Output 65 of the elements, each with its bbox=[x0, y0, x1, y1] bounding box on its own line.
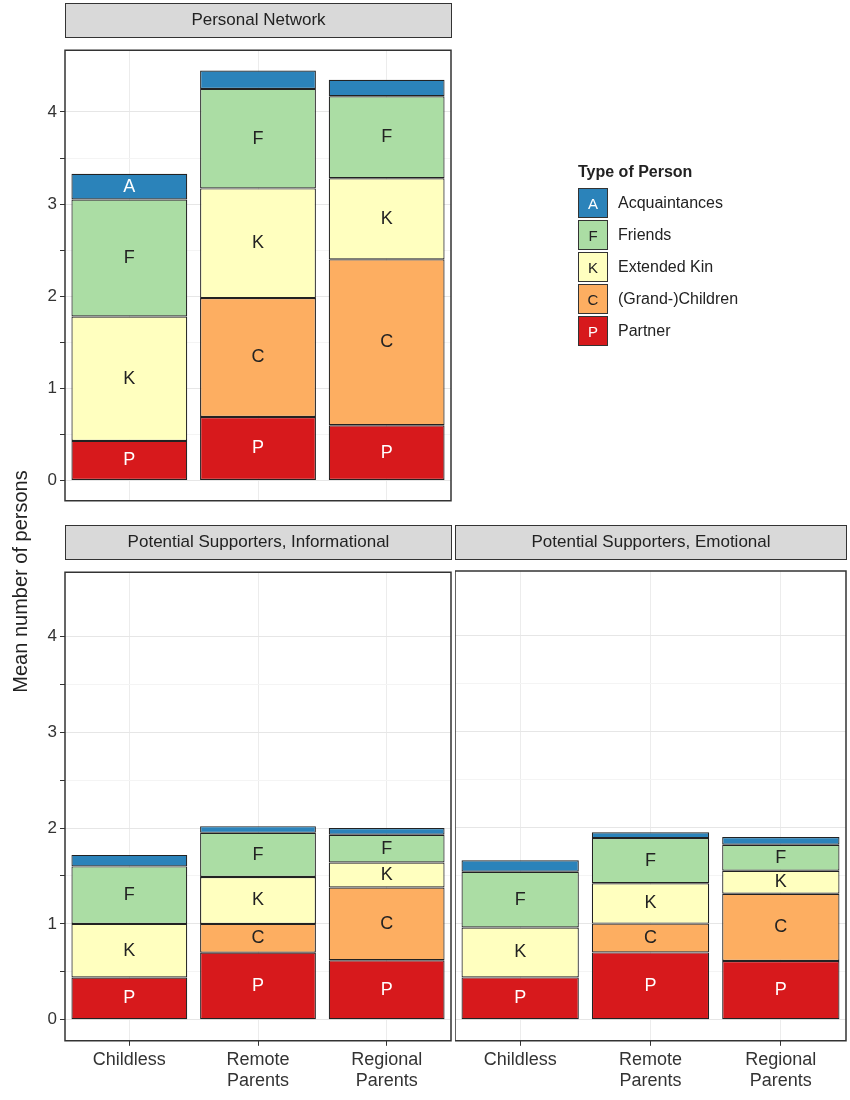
legend-title: Type of Person bbox=[578, 163, 694, 181]
text: C bbox=[587, 290, 599, 308]
data-label: C bbox=[251, 927, 265, 948]
data-label: F bbox=[645, 849, 656, 870]
x-tick-label: Childless bbox=[483, 1048, 557, 1069]
data-label: K bbox=[251, 232, 265, 253]
legend-label: Acquaintances bbox=[618, 194, 723, 212]
data-label: C bbox=[251, 346, 265, 367]
data-label: K bbox=[774, 871, 787, 892]
data-label: P bbox=[123, 987, 136, 1008]
y-tick-label: 2 bbox=[47, 285, 57, 305]
data-label: F bbox=[252, 127, 264, 148]
data-label: A bbox=[123, 175, 136, 196]
data-label: C bbox=[774, 916, 788, 937]
data-label: F bbox=[252, 843, 264, 864]
y-tick-label: 3 bbox=[47, 193, 57, 213]
data-label: C bbox=[380, 912, 394, 933]
y-tick-label: 3 bbox=[47, 721, 57, 741]
legend-label: Partner bbox=[618, 322, 671, 340]
data-label: K bbox=[380, 207, 393, 228]
data-label: K bbox=[380, 863, 393, 884]
data-label: K bbox=[123, 939, 136, 960]
chart-title: Potential Supporters, Emotional bbox=[455, 525, 847, 560]
legend-label: Friends bbox=[618, 226, 672, 244]
data-label: P bbox=[774, 979, 787, 1000]
text: K bbox=[587, 258, 598, 276]
text: P bbox=[587, 322, 598, 340]
chart-title: Personal Network bbox=[65, 3, 452, 38]
legend-label: Extended Kin bbox=[618, 258, 714, 276]
y-tick-label: 4 bbox=[47, 626, 57, 646]
data-label: P bbox=[380, 978, 393, 999]
data-label: P bbox=[380, 441, 393, 462]
data-label: P bbox=[644, 974, 657, 995]
data-label: P bbox=[251, 974, 265, 995]
x-tick-label: Regional Parents bbox=[351, 1048, 423, 1091]
data-label: C bbox=[380, 331, 394, 352]
x-tick-label: Childless bbox=[92, 1048, 166, 1069]
y-axis-title: Mean number of persons bbox=[8, 469, 32, 695]
data-label: P bbox=[123, 449, 136, 470]
data-label: F bbox=[775, 846, 787, 867]
data-label: P bbox=[514, 987, 527, 1008]
x-tick-label: Remote Parents bbox=[226, 1048, 290, 1091]
y-tick-label: 1 bbox=[47, 913, 57, 933]
data-label: K bbox=[251, 889, 265, 910]
y-tick-label: 4 bbox=[47, 101, 57, 121]
data-label: F bbox=[123, 246, 135, 267]
y-tick-label: 2 bbox=[47, 817, 57, 837]
y-tick-label: 0 bbox=[47, 1009, 57, 1029]
x-tick-label: Remote Parents bbox=[618, 1048, 683, 1091]
text: F bbox=[588, 226, 598, 244]
data-label: K bbox=[644, 892, 657, 913]
data-label: F bbox=[381, 126, 393, 147]
x-tick-label: Regional Parents bbox=[745, 1048, 817, 1091]
legend-label: (Grand-)Children bbox=[618, 290, 739, 308]
text: A bbox=[587, 194, 598, 212]
data-label: F bbox=[381, 837, 393, 858]
y-tick-label: 1 bbox=[47, 378, 57, 398]
data-label: K bbox=[514, 941, 527, 962]
data-label: K bbox=[123, 367, 136, 388]
chart-title: Potential Supporters, Informational bbox=[65, 525, 452, 560]
y-tick-label: 0 bbox=[47, 470, 57, 490]
data-label: F bbox=[514, 888, 526, 909]
data-label: P bbox=[251, 437, 265, 458]
data-label: F bbox=[123, 884, 135, 905]
data-label: C bbox=[644, 926, 657, 947]
